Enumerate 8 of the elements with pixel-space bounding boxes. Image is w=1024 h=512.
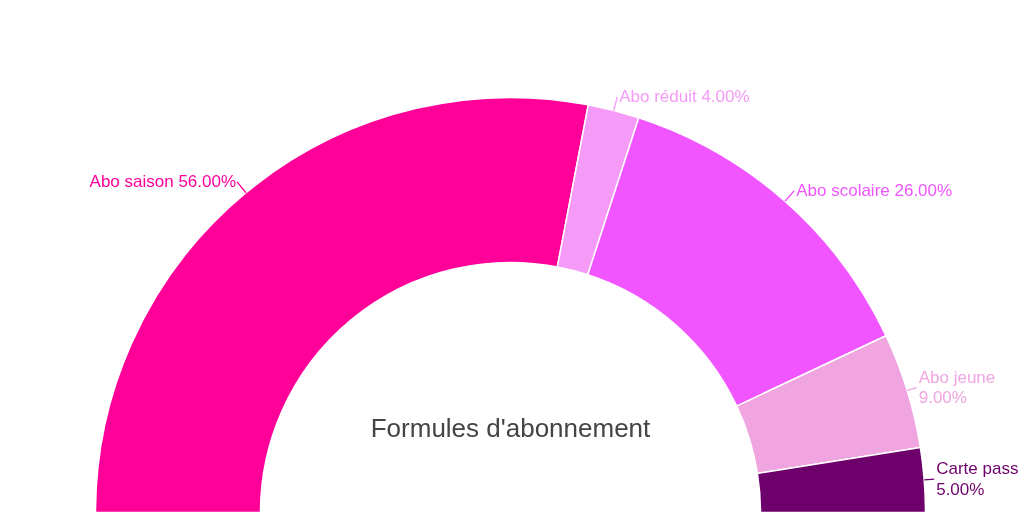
- data-label: 5.00%: [936, 480, 985, 500]
- slice-label: Abo saison 56.00%: [89, 172, 237, 192]
- data-label: 9.00%: [918, 388, 967, 408]
- text: Formules d'abonnement: [370, 412, 652, 443]
- slice-label: Abo réduit 4.00%: [619, 87, 750, 107]
- slice-label: Carte pass: [936, 459, 1019, 479]
- slice-label: Abo scolaire 26.00%: [796, 181, 953, 201]
- slice-label: Abo jeune: [918, 367, 996, 387]
